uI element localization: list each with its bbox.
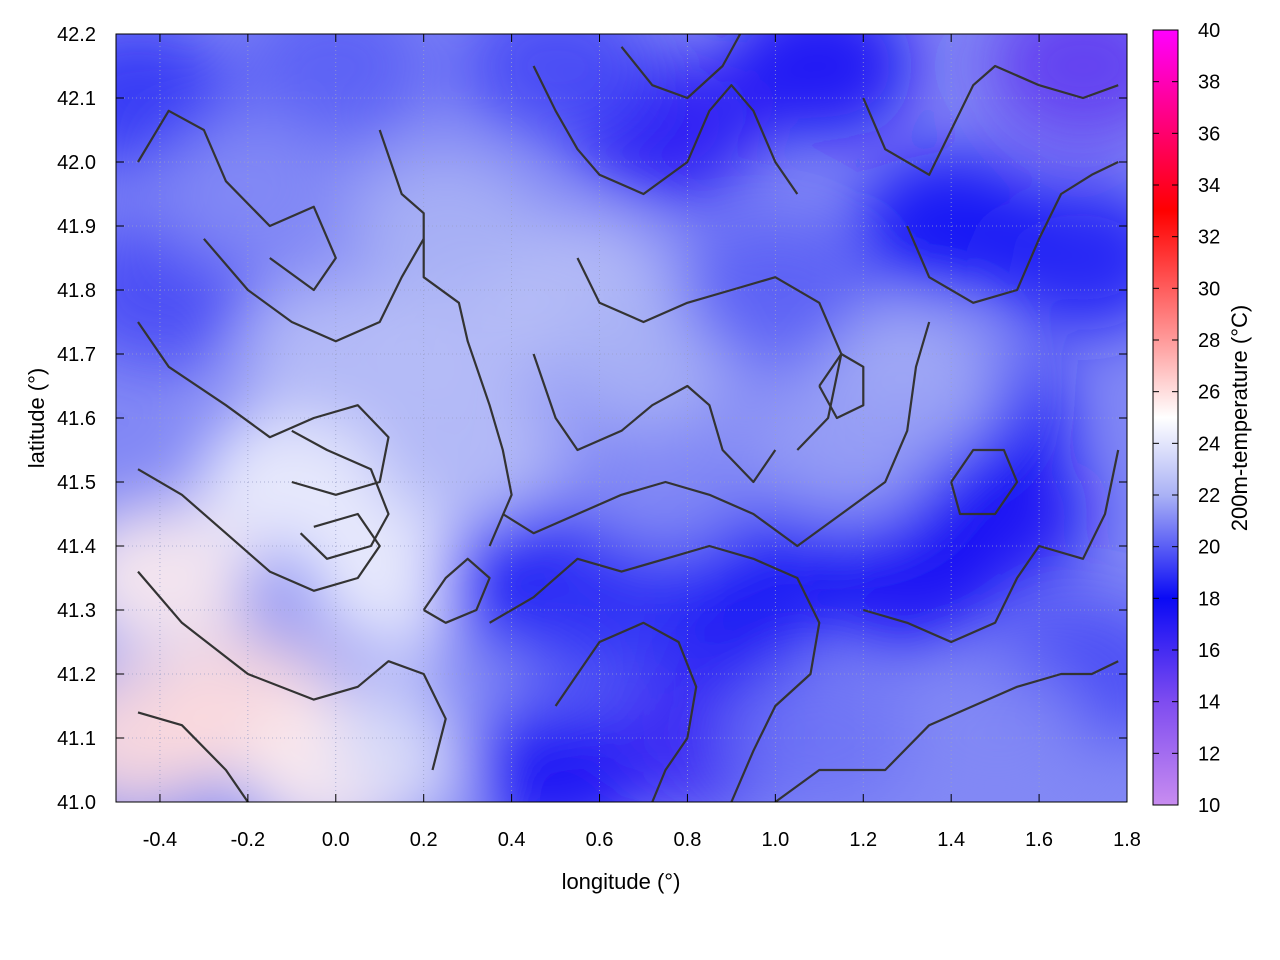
- field-sample: [900, 663, 1091, 802]
- contour-line: [576, 257, 843, 451]
- contour-line: [378, 129, 513, 547]
- contour-line: [620, 34, 742, 100]
- field-sample: [724, 663, 915, 802]
- colorbar-tick-label: 16: [1198, 640, 1220, 662]
- field-sample: [240, 34, 431, 141]
- colorbar-tick-label: 40: [1198, 20, 1220, 42]
- colorbar-tick-label: 30: [1198, 278, 1220, 300]
- x-tick-label: 0.0: [322, 829, 350, 851]
- colorbar-tick-label: 32: [1198, 227, 1220, 249]
- plot-area: [115, 33, 1128, 803]
- contour-line: [950, 448, 1019, 516]
- colorbar-title: 200m-temperature (°C): [1227, 305, 1252, 531]
- x-tick-label: 1.0: [761, 829, 789, 851]
- contour-line: [862, 64, 1119, 176]
- x-tick-label: 0.8: [674, 829, 702, 851]
- colorbar-tick-label: 38: [1198, 72, 1220, 94]
- y-tick-label: 42.2: [57, 24, 96, 46]
- contour-line: [291, 429, 390, 560]
- field-sample: [350, 151, 541, 301]
- colorbar-tick-label: 10: [1198, 795, 1220, 817]
- contour-line: [422, 557, 491, 624]
- contour-line: [137, 468, 381, 592]
- colorbar-tick-label: 26: [1198, 382, 1220, 404]
- y-tick-label: 41.4: [57, 536, 96, 558]
- x-tick-label: 0.2: [410, 829, 438, 851]
- contour-line: [137, 321, 390, 496]
- contour-lines: [137, 34, 1120, 802]
- contour-line: [203, 238, 425, 343]
- y-tick-label: 41.0: [57, 792, 96, 814]
- colorbar-tick-label: 34: [1198, 175, 1220, 197]
- y-tick-label: 41.2: [57, 664, 96, 686]
- contour-line: [818, 352, 865, 420]
- contour-line: [862, 449, 1120, 644]
- colorbar-tick-label: 14: [1198, 692, 1220, 714]
- colorbar-tick-label: 28: [1198, 330, 1220, 352]
- colorbar-tick-label: 22: [1198, 485, 1220, 507]
- field-sample: [746, 375, 937, 525]
- y-tick-label: 42.0: [57, 152, 96, 174]
- colorbar-tick-label: 24: [1198, 433, 1220, 455]
- x-tick-label: -0.4: [143, 829, 177, 851]
- y-tick-label: 41.3: [57, 600, 96, 622]
- y-tick-label: 41.5: [57, 472, 96, 494]
- field-sample: [372, 375, 563, 525]
- y-tick-label: 41.1: [57, 728, 96, 750]
- contour-line: [137, 711, 249, 802]
- contour-line: [532, 353, 777, 484]
- field-sample: [306, 503, 497, 653]
- x-axis: -0.4 -0.2 0.0 0.2 0.4 0.6 0.8 1.0 1.2 1.4 1.6 1.8: [143, 34, 1141, 851]
- colorbar-scale: [1152, 29, 1179, 806]
- colorbar: 10 12 14 16 18 20 22 24 26 28 30 32 34 36 38 40 200m-te…: [1152, 20, 1252, 817]
- x-tick-label: 1.8: [1113, 829, 1141, 851]
- field-sample: [988, 34, 1127, 141]
- x-tick-label: 1.4: [937, 829, 965, 851]
- x-tick-label: -0.2: [231, 829, 265, 851]
- x-axis-title: longitude (°): [562, 869, 681, 894]
- x-tick-label: 0.4: [498, 829, 526, 851]
- field-sample: [460, 34, 651, 141]
- contour-line: [137, 109, 337, 292]
- y-tick-label: 42.1: [57, 88, 96, 110]
- y-tick-label: 41.8: [57, 280, 96, 302]
- y-tick-label: 41.6: [57, 408, 96, 430]
- y-axis-title: latitude (°): [24, 368, 49, 469]
- colorbar-tick-label: 36: [1198, 123, 1220, 145]
- contour-line: [489, 544, 821, 802]
- contour-line: [502, 321, 931, 548]
- x-tick-label: 1.6: [1025, 829, 1053, 851]
- x-tick-label: 0.6: [586, 829, 614, 851]
- colorbar-ticks: 10 12 14 16 18 20 22 24 26 28 30 32 34 36 38 40: [1153, 20, 1220, 817]
- field-sample: [460, 695, 651, 802]
- colorbar-tick-label: 12: [1198, 743, 1220, 765]
- colorbar-tick-label: 20: [1198, 537, 1220, 559]
- contour-line: [774, 660, 1119, 802]
- field-sample: [116, 503, 255, 653]
- contour-line: [137, 570, 447, 771]
- x-tick-label: 1.2: [849, 829, 877, 851]
- contour-line: [532, 65, 799, 196]
- y-tick-label: 41.7: [57, 344, 96, 366]
- field-sample: [724, 34, 915, 141]
- y-axis: 41.0 41.1 41.2 41.3 41.4 41.5 41.6 41.7 41.8 41.9…: [57, 24, 1127, 814]
- field-sample: [988, 183, 1127, 333]
- y-tick-label: 41.9: [57, 216, 96, 238]
- colorbar-tick-label: 18: [1198, 588, 1220, 610]
- contour-line: [906, 161, 1119, 304]
- contour-line: [554, 621, 698, 802]
